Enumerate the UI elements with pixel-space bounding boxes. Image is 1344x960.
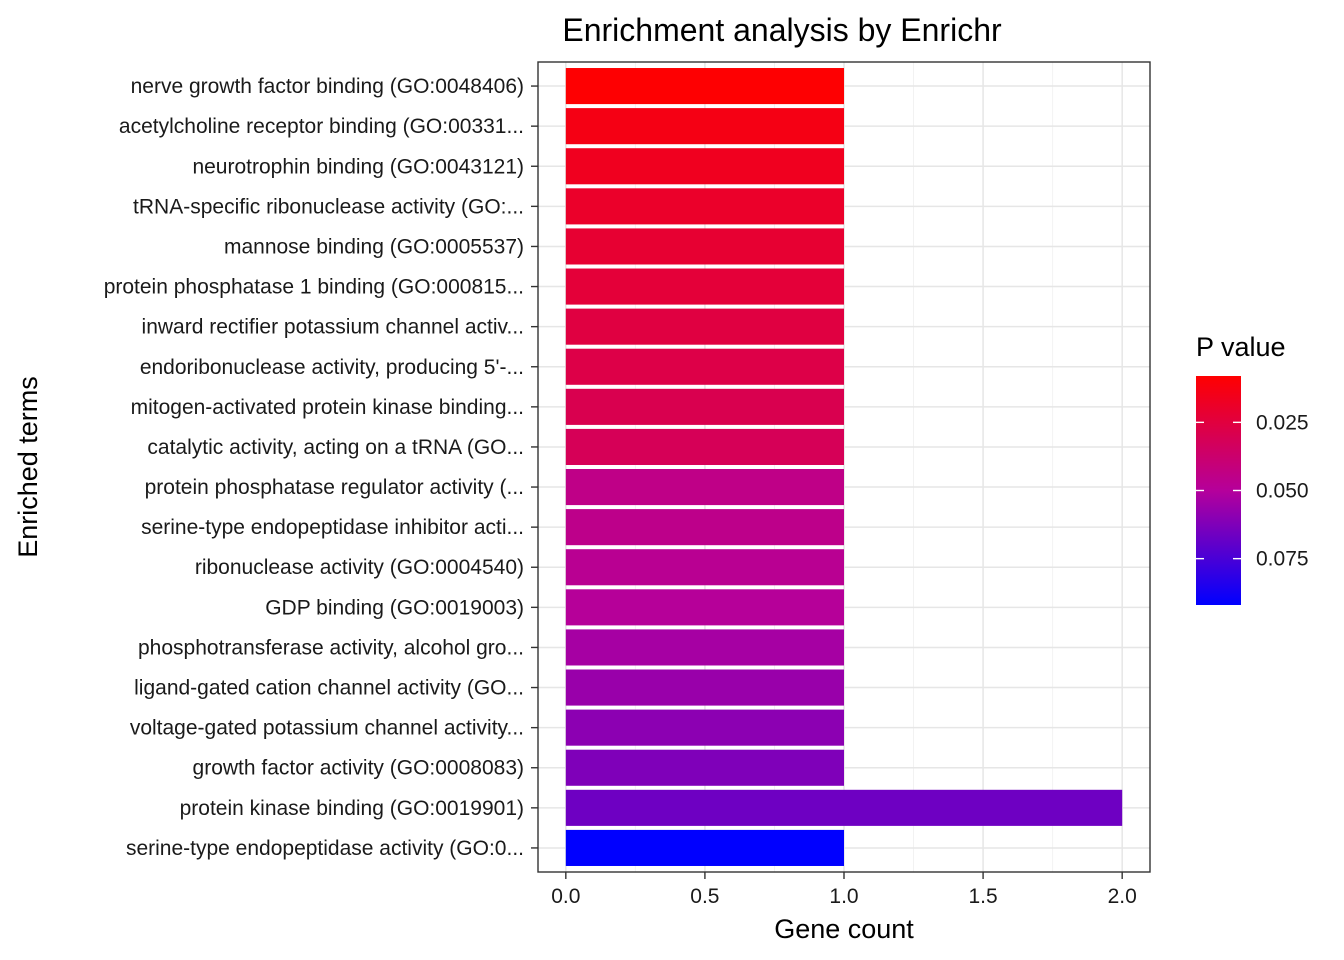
y-axis-title: Enriched terms — [13, 376, 43, 558]
bar — [565, 308, 844, 345]
x-axis-title: Gene count — [774, 914, 914, 944]
y-axis-ticks: nerve growth factor binding (GO:0048406)… — [104, 75, 538, 860]
bar — [565, 669, 844, 706]
y-tick-label: protein kinase binding (GO:0019901) — [180, 797, 524, 820]
bar — [565, 228, 844, 265]
legend-tick-label: 0.025 — [1256, 411, 1309, 434]
y-tick-label: serine-type endopeptidase inhibitor acti… — [141, 516, 524, 539]
color-legend: P value 0.025 0.050 0.075 — [1196, 332, 1309, 605]
x-tick-label: 2.0 — [1108, 885, 1137, 908]
bar — [565, 509, 844, 546]
x-tick-label: 1.5 — [968, 885, 997, 908]
y-tick-label: protein phosphatase regulator activity (… — [145, 476, 524, 499]
y-tick-label: catalytic activity, acting on a tRNA (GO… — [147, 436, 524, 459]
y-tick-label: voltage-gated potassium channel activity… — [130, 717, 524, 740]
y-tick-label: phosphotransferase activity, alcohol gro… — [138, 636, 524, 659]
y-tick-label: mannose binding (GO:0005537) — [224, 235, 524, 258]
bar — [565, 749, 844, 786]
x-axis-ticks: 0.0 0.5 1.0 1.5 2.0 — [551, 872, 1137, 908]
y-tick-label: tRNA-specific ribonuclease activity (GO:… — [133, 195, 524, 218]
y-tick-label: GDP binding (GO:0019003) — [265, 596, 524, 619]
bar — [565, 148, 844, 185]
bars — [565, 68, 1123, 866]
bar — [565, 789, 1123, 826]
bar — [565, 589, 844, 626]
y-tick-label: inward rectifier potassium channel activ… — [142, 316, 524, 339]
bar — [565, 709, 844, 746]
y-tick-label: serine-type endopeptidase activity (GO:0… — [126, 837, 524, 860]
bar — [565, 188, 844, 225]
legend-tick-label: 0.075 — [1256, 548, 1309, 571]
legend-title: P value — [1196, 332, 1286, 362]
bar — [565, 549, 844, 586]
y-tick-label: acetylcholine receptor binding (GO:00331… — [119, 115, 524, 138]
bar — [565, 829, 844, 866]
bar — [565, 268, 844, 305]
bar — [565, 469, 844, 506]
y-tick-label: ligand-gated cation channel activity (GO… — [134, 677, 524, 700]
chart-title: Enrichment analysis by Enrichr — [562, 12, 1002, 48]
x-tick-label: 1.0 — [829, 885, 858, 908]
x-tick-label: 0.5 — [690, 885, 719, 908]
bar — [565, 108, 844, 145]
bar — [565, 428, 844, 465]
y-tick-label: mitogen-activated protein kinase binding… — [131, 396, 524, 419]
y-tick-label: protein phosphatase 1 binding (GO:000815… — [104, 276, 524, 299]
x-tick-label: 0.0 — [551, 885, 580, 908]
y-tick-label: growth factor activity (GO:0008083) — [193, 757, 524, 780]
y-tick-label: neurotrophin binding (GO:0043121) — [192, 155, 524, 178]
y-tick-label: ribonuclease activity (GO:0004540) — [195, 556, 524, 579]
bar — [565, 388, 844, 425]
legend-ticks: 0.025 0.050 0.075 — [1196, 411, 1309, 571]
bar — [565, 348, 844, 385]
legend-tick-label: 0.050 — [1256, 480, 1309, 503]
y-tick-label: nerve growth factor binding (GO:0048406) — [131, 75, 524, 98]
bar — [565, 629, 844, 666]
y-tick-label: endoribonuclease activity, producing 5'-… — [140, 356, 524, 379]
bar — [565, 68, 844, 105]
